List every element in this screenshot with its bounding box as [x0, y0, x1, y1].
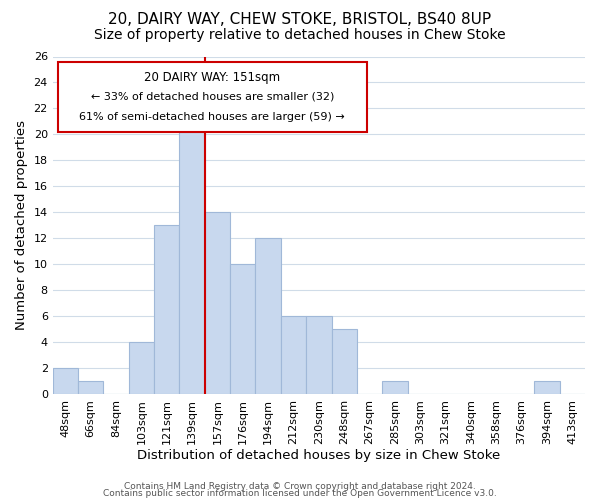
Bar — [179, 108, 205, 394]
Bar — [382, 381, 407, 394]
Bar — [53, 368, 78, 394]
Text: 20 DAIRY WAY: 151sqm: 20 DAIRY WAY: 151sqm — [145, 70, 280, 84]
Bar — [129, 342, 154, 394]
Text: 20, DAIRY WAY, CHEW STOKE, BRISTOL, BS40 8UP: 20, DAIRY WAY, CHEW STOKE, BRISTOL, BS40… — [109, 12, 491, 28]
Text: Size of property relative to detached houses in Chew Stoke: Size of property relative to detached ho… — [94, 28, 506, 42]
X-axis label: Distribution of detached houses by size in Chew Stoke: Distribution of detached houses by size … — [137, 450, 500, 462]
Bar — [205, 212, 230, 394]
Text: Contains public sector information licensed under the Open Government Licence v3: Contains public sector information licen… — [103, 490, 497, 498]
Bar — [256, 238, 281, 394]
Text: ← 33% of detached houses are smaller (32): ← 33% of detached houses are smaller (32… — [91, 92, 334, 102]
Bar — [230, 264, 256, 394]
Bar — [332, 329, 357, 394]
Bar — [78, 381, 103, 394]
Text: 61% of semi-detached houses are larger (59) →: 61% of semi-detached houses are larger (… — [79, 112, 345, 122]
Bar — [281, 316, 306, 394]
FancyBboxPatch shape — [58, 62, 367, 132]
Text: Contains HM Land Registry data © Crown copyright and database right 2024.: Contains HM Land Registry data © Crown c… — [124, 482, 476, 491]
Bar — [154, 225, 179, 394]
Y-axis label: Number of detached properties: Number of detached properties — [15, 120, 28, 330]
Bar — [535, 381, 560, 394]
Bar — [306, 316, 332, 394]
